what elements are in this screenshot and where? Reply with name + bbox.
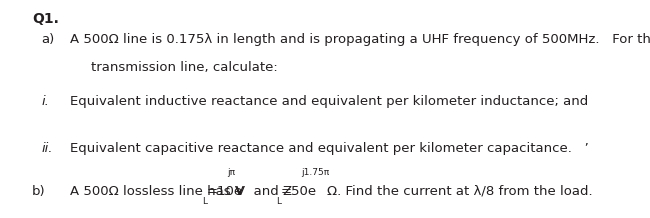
Text: Equivalent capacitive reactance and equivalent per kilometer capacitance.   ’: Equivalent capacitive reactance and equi… <box>70 142 589 155</box>
Text: A 500Ω line is 0.175λ in length and is propagating a UHF frequency of 500MHz.   : A 500Ω line is 0.175λ in length and is p… <box>70 33 650 46</box>
Text: =10e: =10e <box>206 185 242 198</box>
Text: i.: i. <box>42 95 49 108</box>
Text: j1.75π: j1.75π <box>302 168 330 177</box>
Text: b): b) <box>32 185 46 198</box>
Text: L: L <box>202 197 207 206</box>
Text: A 500Ω lossless line has V: A 500Ω lossless line has V <box>70 185 244 198</box>
Text: Ω. Find the current at λ/8 from the load.: Ω. Find the current at λ/8 from the load… <box>327 185 593 198</box>
Text: jπ: jπ <box>227 168 235 177</box>
Text: L: L <box>277 197 281 206</box>
Text: =50e: =50e <box>281 185 317 198</box>
Text: a): a) <box>42 33 55 46</box>
Text: Q1.: Q1. <box>32 12 59 26</box>
Text: V  and Z: V and Z <box>236 185 292 198</box>
Text: ii.: ii. <box>42 142 53 155</box>
Text: Equivalent inductive reactance and equivalent per kilometer inductance; and: Equivalent inductive reactance and equiv… <box>70 95 588 108</box>
Text: transmission line, calculate:: transmission line, calculate: <box>91 61 278 74</box>
